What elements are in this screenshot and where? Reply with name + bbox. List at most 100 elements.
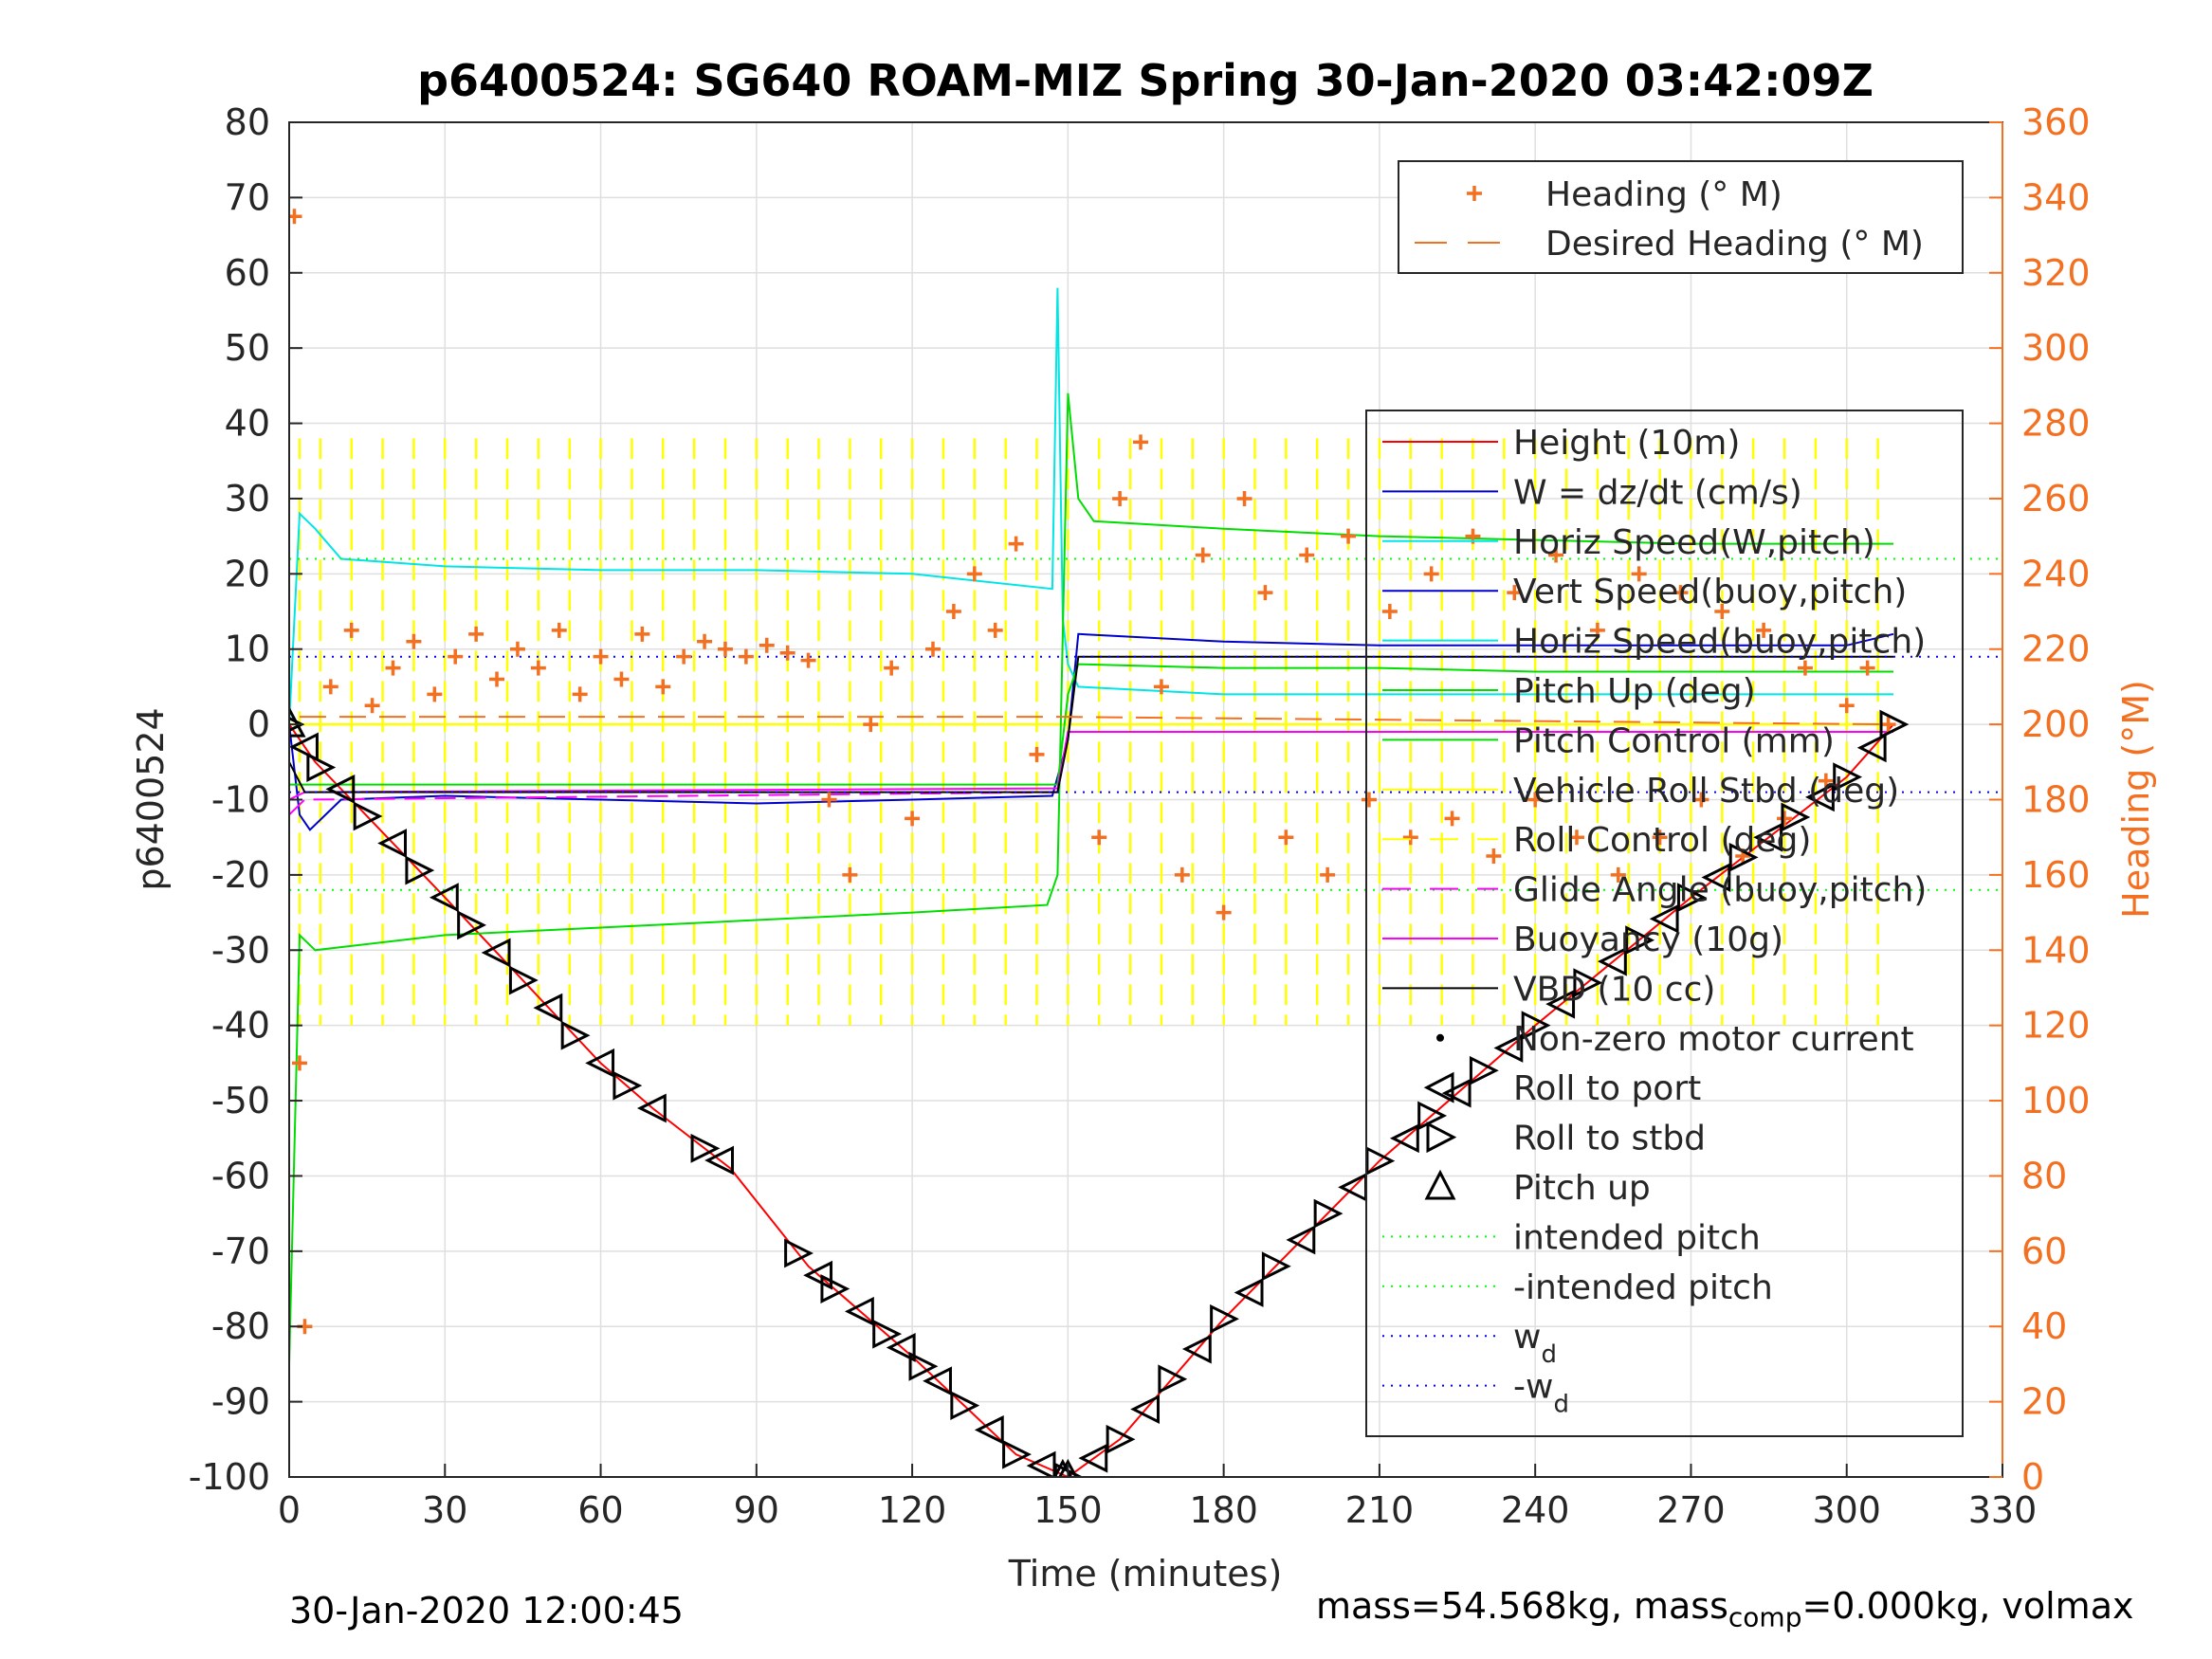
chart-title: p6400524: SG640 ROAM-MIZ Spring 30-Jan-2… — [417, 55, 1874, 106]
heading-point — [738, 648, 754, 665]
legend-label-sub: d — [1541, 1340, 1557, 1369]
roll-port-marker — [429, 883, 459, 913]
roll-stbd-marker — [784, 1238, 814, 1268]
heading-point — [905, 811, 921, 827]
heading-point — [613, 671, 630, 687]
y2-tick-label: 180 — [2021, 779, 2091, 821]
y-tick-label: -80 — [211, 1305, 270, 1347]
heading-point — [1797, 660, 1813, 676]
series-w-dz-dt-cm-s- — [289, 632, 1894, 831]
footer-timestamp: 30-Jan-2020 12:00:45 — [289, 1590, 684, 1632]
heading-point — [448, 648, 464, 665]
footer-mass-sub: comp — [1728, 1601, 1802, 1633]
heading-point — [385, 660, 401, 676]
legend-label: Pitch up — [1513, 1169, 1651, 1208]
roll-stbd-marker — [405, 855, 435, 885]
roll-port-marker — [636, 1093, 667, 1123]
heading-point — [1486, 848, 1502, 865]
desired-heading-line — [299, 716, 1894, 726]
y-tick-label: -10 — [211, 779, 270, 821]
legend-label: Heading (° M) — [1545, 175, 1782, 214]
roll-port-marker — [1753, 822, 1783, 852]
legend-label: Height (10m) — [1513, 424, 1740, 463]
roll-port-marker — [481, 938, 511, 968]
roll-port-marker — [844, 1296, 874, 1326]
main-legend: Height (10m) W = dz/dt (cm/s) Horiz Speed(… — [1365, 410, 1964, 1437]
roll-port-marker — [377, 829, 408, 858]
heading-point — [1589, 622, 1605, 638]
heading-point — [800, 652, 816, 668]
roll-port-marker — [803, 1260, 833, 1290]
roll-stbd-marker — [560, 1020, 591, 1050]
series-pitch-control-mm- — [289, 663, 1893, 786]
heading-point — [551, 622, 567, 638]
depth-markers — [289, 705, 1910, 1477]
y2-tick-label: 120 — [2021, 1005, 2091, 1047]
heading-point — [1008, 536, 1024, 552]
roll-stbd-marker — [1781, 802, 1811, 832]
legend-swatch — [1423, 1071, 1454, 1103]
heading-point — [1756, 622, 1772, 638]
heading-point — [1341, 528, 1357, 544]
roll-stbd-marker — [306, 753, 337, 782]
roll-stbd-marker — [1676, 883, 1707, 913]
heading-point — [1777, 811, 1793, 827]
y2-tick-label: 80 — [2021, 1155, 2067, 1196]
legend-label: W = dz/dt (cm/s) — [1513, 473, 1802, 512]
y2-tick-label: 40 — [2021, 1305, 2067, 1347]
legend-label: Vehicle Roll Stbd (deg) — [1513, 772, 1899, 811]
legend-label: Glide Angle (buoy,pitch) — [1513, 871, 1927, 910]
y-tick-label: 70 — [225, 176, 270, 218]
heading-point — [530, 660, 546, 676]
x-tick-label: 90 — [734, 1489, 779, 1531]
y2-tick-label: 260 — [2021, 478, 2091, 520]
heading-point — [1320, 866, 1336, 883]
roll-port-marker — [533, 993, 563, 1023]
roll-stbd-marker — [457, 910, 487, 940]
heading-point — [1859, 660, 1875, 676]
x-tick-label: 120 — [878, 1489, 947, 1531]
legend-label: Roll Control (deg) — [1513, 821, 1811, 860]
line-series — [289, 287, 2002, 1477]
roll-port-marker — [886, 1333, 916, 1362]
pitch-up-marker — [1052, 1458, 1073, 1477]
footer-mass: mass=54.568kg, masscomp=0.000kg, volmax — [1316, 1585, 2133, 1633]
heading-point — [1527, 792, 1544, 808]
heading-point — [1299, 547, 1315, 563]
heading-point — [966, 566, 982, 582]
x-tick-label: 30 — [422, 1489, 467, 1531]
x-tick-label: 0 — [278, 1489, 301, 1531]
heading-point — [945, 604, 961, 620]
legend-swatch-heading — [1467, 186, 1482, 201]
heading-point — [842, 866, 858, 883]
heading-point — [717, 641, 733, 657]
heading-point — [634, 626, 650, 642]
heading-point — [779, 645, 795, 661]
roll-stbd-marker — [1158, 1364, 1188, 1395]
heading-point — [1361, 792, 1377, 808]
roll-stbd-marker — [1313, 1198, 1344, 1229]
roll-port-marker — [289, 732, 319, 762]
roll-port-marker — [1804, 782, 1835, 812]
roll-stbd-marker — [1625, 925, 1655, 956]
heading-point — [1216, 904, 1232, 921]
roll-stbd-marker — [1833, 762, 1863, 793]
x-tick-label: 150 — [1033, 1489, 1103, 1531]
footer-mass-b: =0.000kg, volmax — [1801, 1585, 2134, 1627]
heading-point — [1278, 830, 1294, 846]
roll-stbd-marker — [872, 1319, 903, 1349]
heading-point — [406, 633, 422, 649]
y2-tick-label: 60 — [2021, 1231, 2067, 1272]
x-tick-label: 330 — [1968, 1489, 2038, 1531]
legend-label: Roll to stbd — [1513, 1120, 1706, 1158]
heading-point — [1423, 566, 1439, 582]
heading-point — [1174, 866, 1190, 883]
roll-stbd-marker — [1521, 1011, 1551, 1041]
roll-stbd-marker — [1106, 1424, 1136, 1454]
heading-point — [1880, 717, 1896, 733]
legend-label: intended pitch — [1513, 1218, 1761, 1257]
roll-port-marker — [1493, 1033, 1524, 1063]
pitch-up-marker — [1058, 1458, 1078, 1477]
y-tick-label: -90 — [211, 1381, 270, 1423]
y-tick-label: 20 — [225, 553, 270, 594]
